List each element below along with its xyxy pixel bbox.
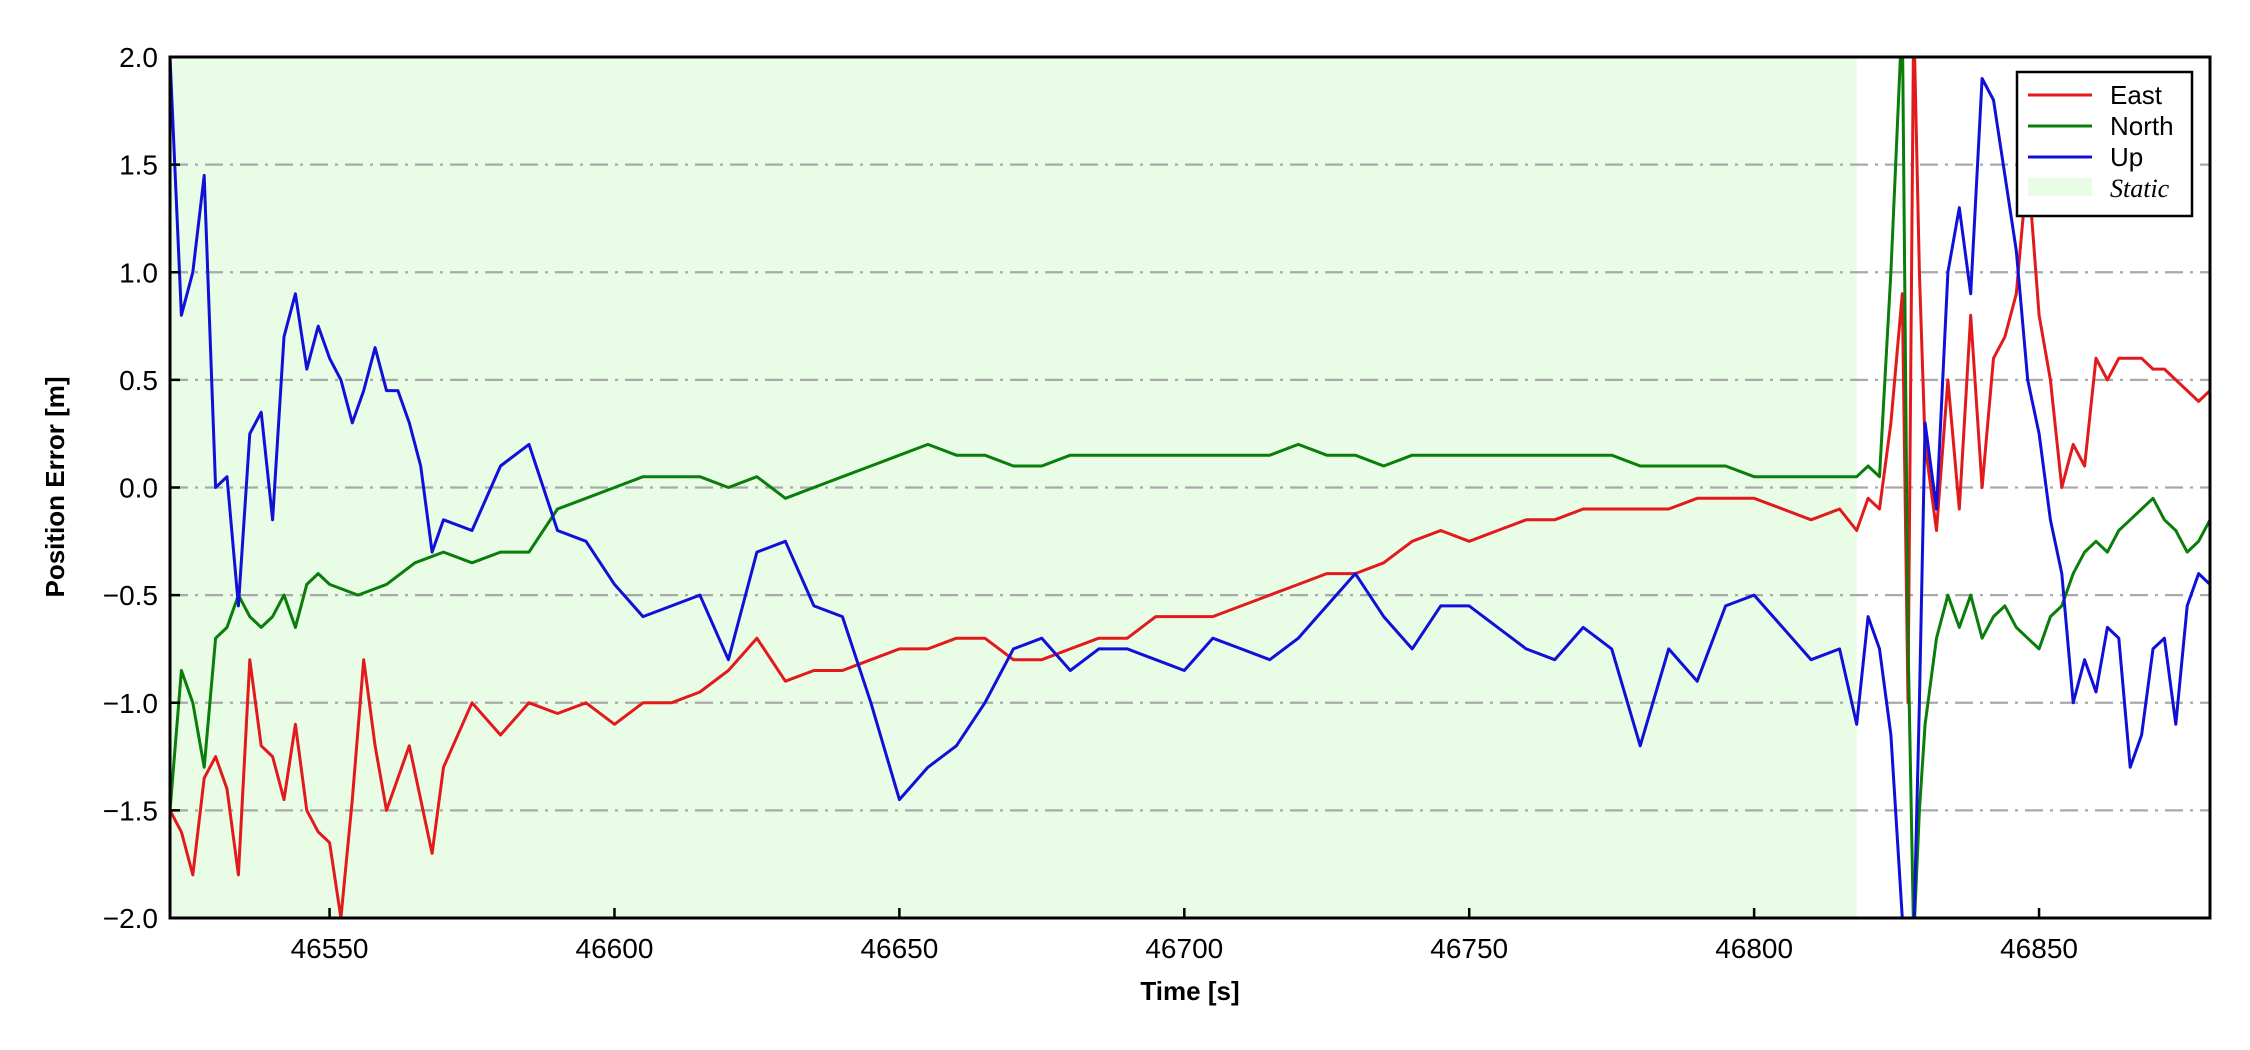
- y-tick-label: 1.0: [119, 257, 158, 288]
- series-line-up: [170, 57, 2210, 918]
- series-layer: [170, 57, 2210, 918]
- series-line-east: [170, 57, 2210, 918]
- y-tick-label: −1.0: [103, 688, 158, 719]
- y-axis-title: Position Error [m]: [40, 376, 70, 597]
- series-line-north: [170, 57, 2210, 918]
- legend-label-up: Up: [2110, 142, 2143, 172]
- x-tick-label: 46600: [576, 933, 654, 964]
- y-axis: −2.0 −1.5 −1.0 −0.5 0.0 0.5 1.0 1.5 2.0: [103, 42, 180, 934]
- y-tick-label: 0.0: [119, 473, 158, 504]
- x-tick-label: 46750: [1430, 933, 1508, 964]
- y-tick-label: 2.0: [119, 42, 158, 73]
- legend-label-east: East: [2110, 80, 2163, 110]
- x-axis-title: Time [s]: [1140, 976, 1239, 1006]
- x-tick-label: 46850: [2000, 933, 2078, 964]
- x-tick-label: 46700: [1145, 933, 1223, 964]
- x-tick-label: 46800: [1715, 933, 1793, 964]
- y-tick-label: 0.5: [119, 365, 158, 396]
- y-tick-label: −2.0: [103, 903, 158, 934]
- legend-label-north: North: [2110, 111, 2174, 141]
- x-tick-label: 46650: [860, 933, 938, 964]
- x-tick-label: 46550: [291, 933, 369, 964]
- legend-swatch-static: [2028, 178, 2092, 196]
- y-tick-label: 1.5: [119, 150, 158, 181]
- legend-label-static: Static: [2110, 174, 2170, 203]
- y-tick-label: −0.5: [103, 580, 158, 611]
- legend: East North Up Static: [2015, 70, 2194, 218]
- x-axis: 46550 46600 46650 46700 46750 46800 46850: [291, 908, 2078, 964]
- y-tick-label: −1.5: [103, 795, 158, 826]
- grid-lines: [170, 163, 2210, 812]
